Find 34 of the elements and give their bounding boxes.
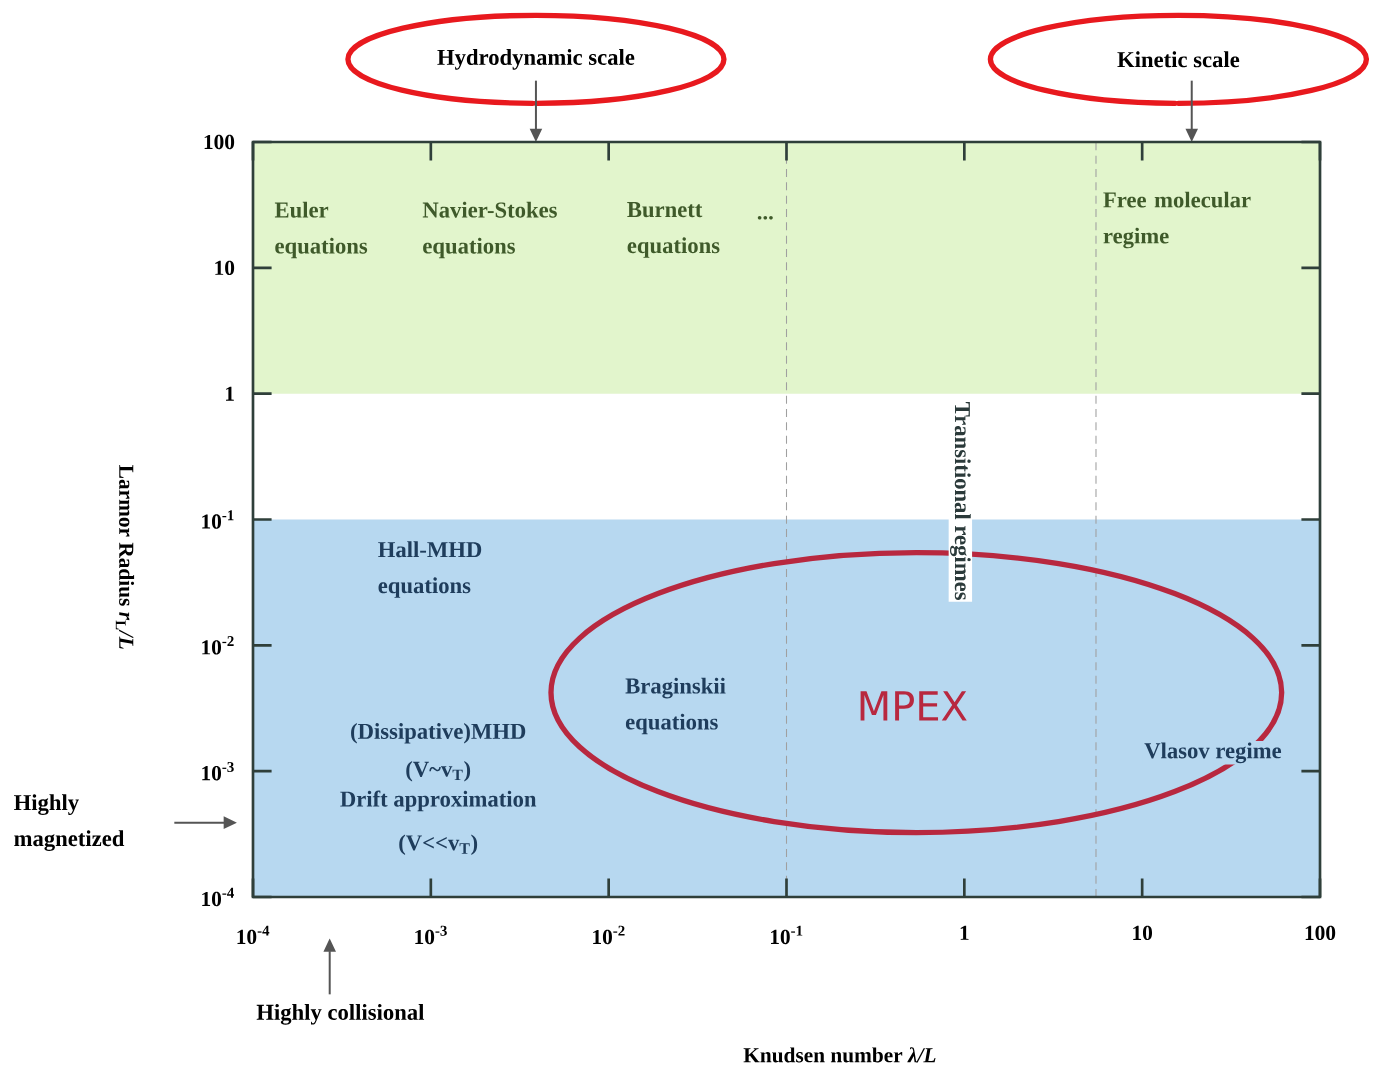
annotation: Hall-MHD equations xyxy=(378,541,482,598)
y-tick-label: 10$^{-1}$ xyxy=(202,510,234,529)
x-axis-title: Knudsen number λ/L xyxy=(743,1047,936,1063)
annotation: Navier-Stokes equations xyxy=(422,201,557,259)
y-axis-title: Larmor Radius r$_{L}$/L xyxy=(115,465,135,649)
annotation: ... xyxy=(757,215,773,220)
annotation: (Dissipative)MHD xyxy=(351,723,526,744)
annotation: Euler equations xyxy=(274,201,368,259)
annotation: (V<<v$_{T}$) xyxy=(399,834,478,856)
y-tick-label: 1 xyxy=(226,386,234,401)
x-tick-label: 1 xyxy=(960,925,969,940)
text: Kinetic scale xyxy=(1117,51,1240,68)
x-tick-label: 10$^{-1}$ xyxy=(770,925,803,945)
text: Hydrodynamic scale xyxy=(437,49,635,70)
y-tick-label: 10$^{-4}$ xyxy=(202,887,235,907)
x-tick-label: 10$^{-3}$ xyxy=(415,925,447,945)
x-tick-label: 10$^{-4}$ xyxy=(237,925,270,945)
annotation: MPEX xyxy=(860,691,967,721)
annotation: (V~v$_{T}$) xyxy=(406,760,471,782)
annotation: Vlasov regime xyxy=(1144,742,1282,764)
annotation: Transitional regimes xyxy=(950,402,971,600)
y-tick-label: 10$^{-2}$ xyxy=(202,636,234,655)
x-tick-label: 100 xyxy=(1305,925,1336,941)
y-tick-label: 100 xyxy=(204,134,235,150)
annotation: Braginskii equations xyxy=(625,677,726,735)
y-tick-label: 10 xyxy=(215,260,235,276)
text: Highly magnetized xyxy=(14,794,125,851)
x-tick-label: 10$^{-2}$ xyxy=(593,925,625,945)
annotation: Free molecular regime xyxy=(1103,191,1251,249)
x-tick-label: 10 xyxy=(1133,925,1153,941)
annotation: Drift approximation xyxy=(340,790,537,812)
y-tick-label: 10$^{-3}$ xyxy=(202,761,234,781)
text: Highly collisional xyxy=(256,1003,425,1025)
annotation: Burnett equations xyxy=(627,202,720,258)
